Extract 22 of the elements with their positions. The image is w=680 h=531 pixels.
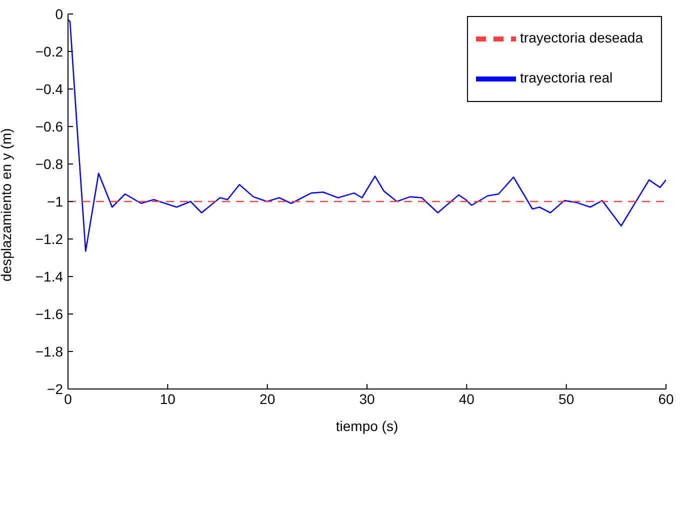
y-tick-label: −0.4	[35, 80, 64, 97]
legend-label: trayectoria deseada	[520, 30, 643, 46]
y-tick-label: 0	[55, 6, 64, 22]
x-tick-label: 40	[458, 390, 475, 407]
y-tick-label: −1.6	[35, 306, 64, 322]
y-tick-label: −1.2	[35, 230, 64, 247]
x-tick-label: 10	[160, 390, 176, 407]
y-tick-label: −1	[47, 193, 64, 210]
x-tick-label: 20	[260, 390, 276, 407]
legend-label: trayectoria real	[520, 70, 613, 86]
y-axis-title: desplazamiento en y (m)	[0, 128, 14, 282]
x-tick-label: 50	[558, 390, 574, 407]
y-tick-label: −1.4	[35, 268, 64, 284]
x-axis-title: tiempo (s)	[336, 418, 398, 434]
x-tick-label: 60	[658, 390, 674, 407]
y-tick-label: −2	[47, 380, 64, 397]
x-tick-label: 30	[359, 390, 375, 407]
y-tick-label: −0.2	[35, 43, 64, 60]
line-series	[68, 18, 666, 252]
y-tick-label: −0.8	[35, 156, 64, 172]
y-tick-label: −1.8	[35, 343, 64, 360]
y-tick-label: −0.6	[35, 118, 64, 134]
